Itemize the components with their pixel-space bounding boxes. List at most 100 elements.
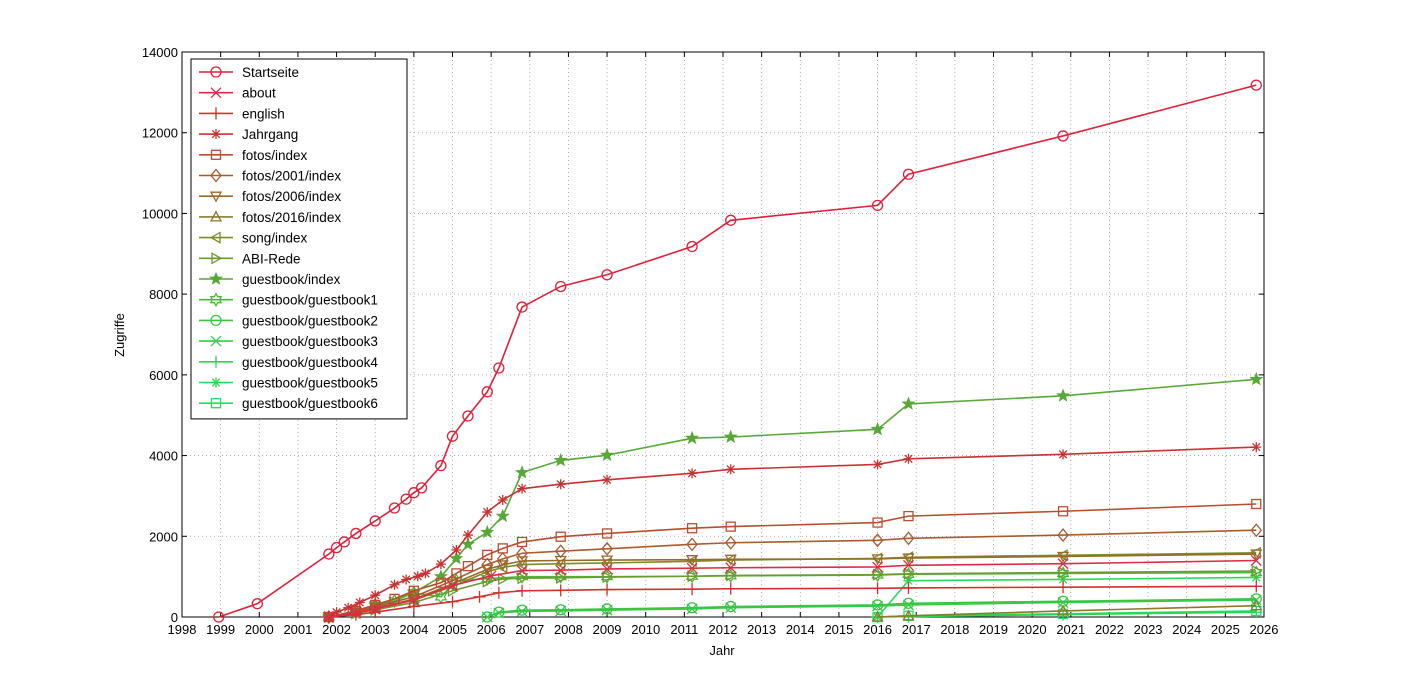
y-tick-label: 2000: [149, 529, 178, 544]
data-point: [1250, 593, 1262, 605]
legend-item: guestbook/guestbook6: [199, 396, 378, 411]
legend-label: guestbook/guestbook6: [242, 396, 378, 411]
x-tick-label: 2004: [399, 622, 428, 637]
x-tick-label: 2014: [786, 622, 815, 637]
x-tick-label: 2021: [1056, 622, 1085, 637]
data-point: [871, 554, 884, 566]
legend-item: Startseite: [199, 65, 299, 80]
legend-item: fotos/2006/index: [199, 189, 341, 204]
data-point: [251, 598, 264, 610]
data-point: [323, 548, 335, 560]
data-point: [451, 568, 462, 579]
legend: Startseite about english Jahrgang fotos/inde…: [190, 58, 408, 420]
legend-marker: [210, 66, 222, 78]
series-startseite: [213, 79, 1262, 623]
data-point: [1250, 523, 1263, 538]
x-tick-label: 2015: [824, 622, 853, 637]
x-tick-label: 2024: [1172, 622, 1201, 637]
legend-label: Jahrgang: [242, 127, 298, 142]
legend-label: guestbook/guestbook3: [242, 334, 378, 349]
data-point: [433, 569, 448, 583]
data-point: [462, 561, 474, 572]
series-line: [876, 576, 1257, 618]
legend-marker: [209, 191, 223, 203]
data-point: [462, 410, 474, 422]
series-line: [218, 84, 1257, 618]
data-point: [354, 597, 365, 608]
data-point: [555, 604, 567, 616]
x-tick-label: 2025: [1211, 622, 1240, 637]
data-point: [482, 549, 493, 560]
data-point: [686, 602, 698, 614]
data-point: [400, 493, 412, 505]
data-point: [870, 421, 885, 436]
legend-marker: [209, 292, 223, 307]
data-point: [687, 468, 698, 479]
data-point: [601, 528, 613, 539]
series-line: [328, 585, 1257, 618]
data-point: [871, 199, 884, 212]
y-axis-label: Zugriffe: [112, 313, 127, 357]
legend-item: guestbook/guestbook3: [199, 334, 378, 349]
legend-marker: [210, 335, 222, 347]
data-point: [871, 582, 884, 595]
series-line: [328, 529, 1257, 618]
data-point: [517, 483, 528, 494]
data-point: [331, 607, 342, 618]
x-tick-label: 2013: [747, 622, 776, 637]
legend-item: Jahrgang: [199, 127, 298, 142]
series-english: [322, 580, 1263, 623]
data-point: [872, 561, 884, 573]
y-tick-label: 12000: [142, 126, 178, 141]
data-point: [447, 580, 458, 591]
data-point: [350, 607, 362, 619]
data-point: [725, 562, 737, 574]
x-tick-label: 2008: [554, 622, 583, 637]
data-point: [903, 510, 914, 522]
data-point: [1056, 551, 1070, 563]
data-point: [420, 568, 431, 579]
x-tick-label: 2007: [515, 622, 544, 637]
legend-item: guestbook/guestbook4: [199, 355, 378, 370]
data-point: [724, 568, 738, 584]
data-point: [481, 386, 493, 398]
data-point: [725, 600, 737, 613]
data-point: [449, 551, 464, 565]
data-point: [1057, 581, 1070, 594]
data-point: [554, 584, 567, 597]
data-point: [496, 551, 509, 566]
data-point: [481, 611, 493, 623]
data-point: [515, 556, 529, 568]
x-tick-label: 2019: [979, 622, 1008, 637]
data-point: [685, 568, 699, 584]
x-tick-label: 2016: [863, 622, 892, 637]
legend-label: guestbook/guestbook5: [242, 376, 378, 391]
legend-item: fotos/2001/index: [199, 168, 341, 184]
x-tick-label: 2005: [438, 622, 467, 637]
data-point: [389, 579, 400, 590]
legend-label: guestbook/guestbook1: [242, 293, 378, 308]
series-line: [328, 503, 1257, 618]
data-point: [902, 168, 915, 180]
x-tick-label: 2003: [361, 622, 390, 637]
legend-label: fotos/index: [242, 148, 308, 163]
data-point: [555, 531, 566, 542]
legend-marker: [210, 168, 222, 183]
legend-label: ABI-Rede: [242, 251, 301, 266]
series-line: [877, 604, 1257, 618]
data-point: [497, 543, 508, 554]
data-point: [902, 581, 915, 594]
data-point: [370, 590, 381, 601]
legend-label: Startseite: [242, 65, 299, 80]
data-point: [601, 541, 613, 556]
data-point: [871, 567, 884, 583]
y-tick-label: 4000: [149, 449, 178, 464]
data-point: [350, 527, 362, 540]
data-point: [485, 570, 497, 582]
x-tick-label: 2009: [593, 622, 622, 637]
x-tick-label: 2000: [245, 622, 274, 637]
data-point: [412, 571, 423, 582]
axes: 1998 1999 2000 2001 2002 2003 2004 2005 2006 2007…: [142, 45, 1279, 637]
data-point: [1057, 558, 1069, 570]
